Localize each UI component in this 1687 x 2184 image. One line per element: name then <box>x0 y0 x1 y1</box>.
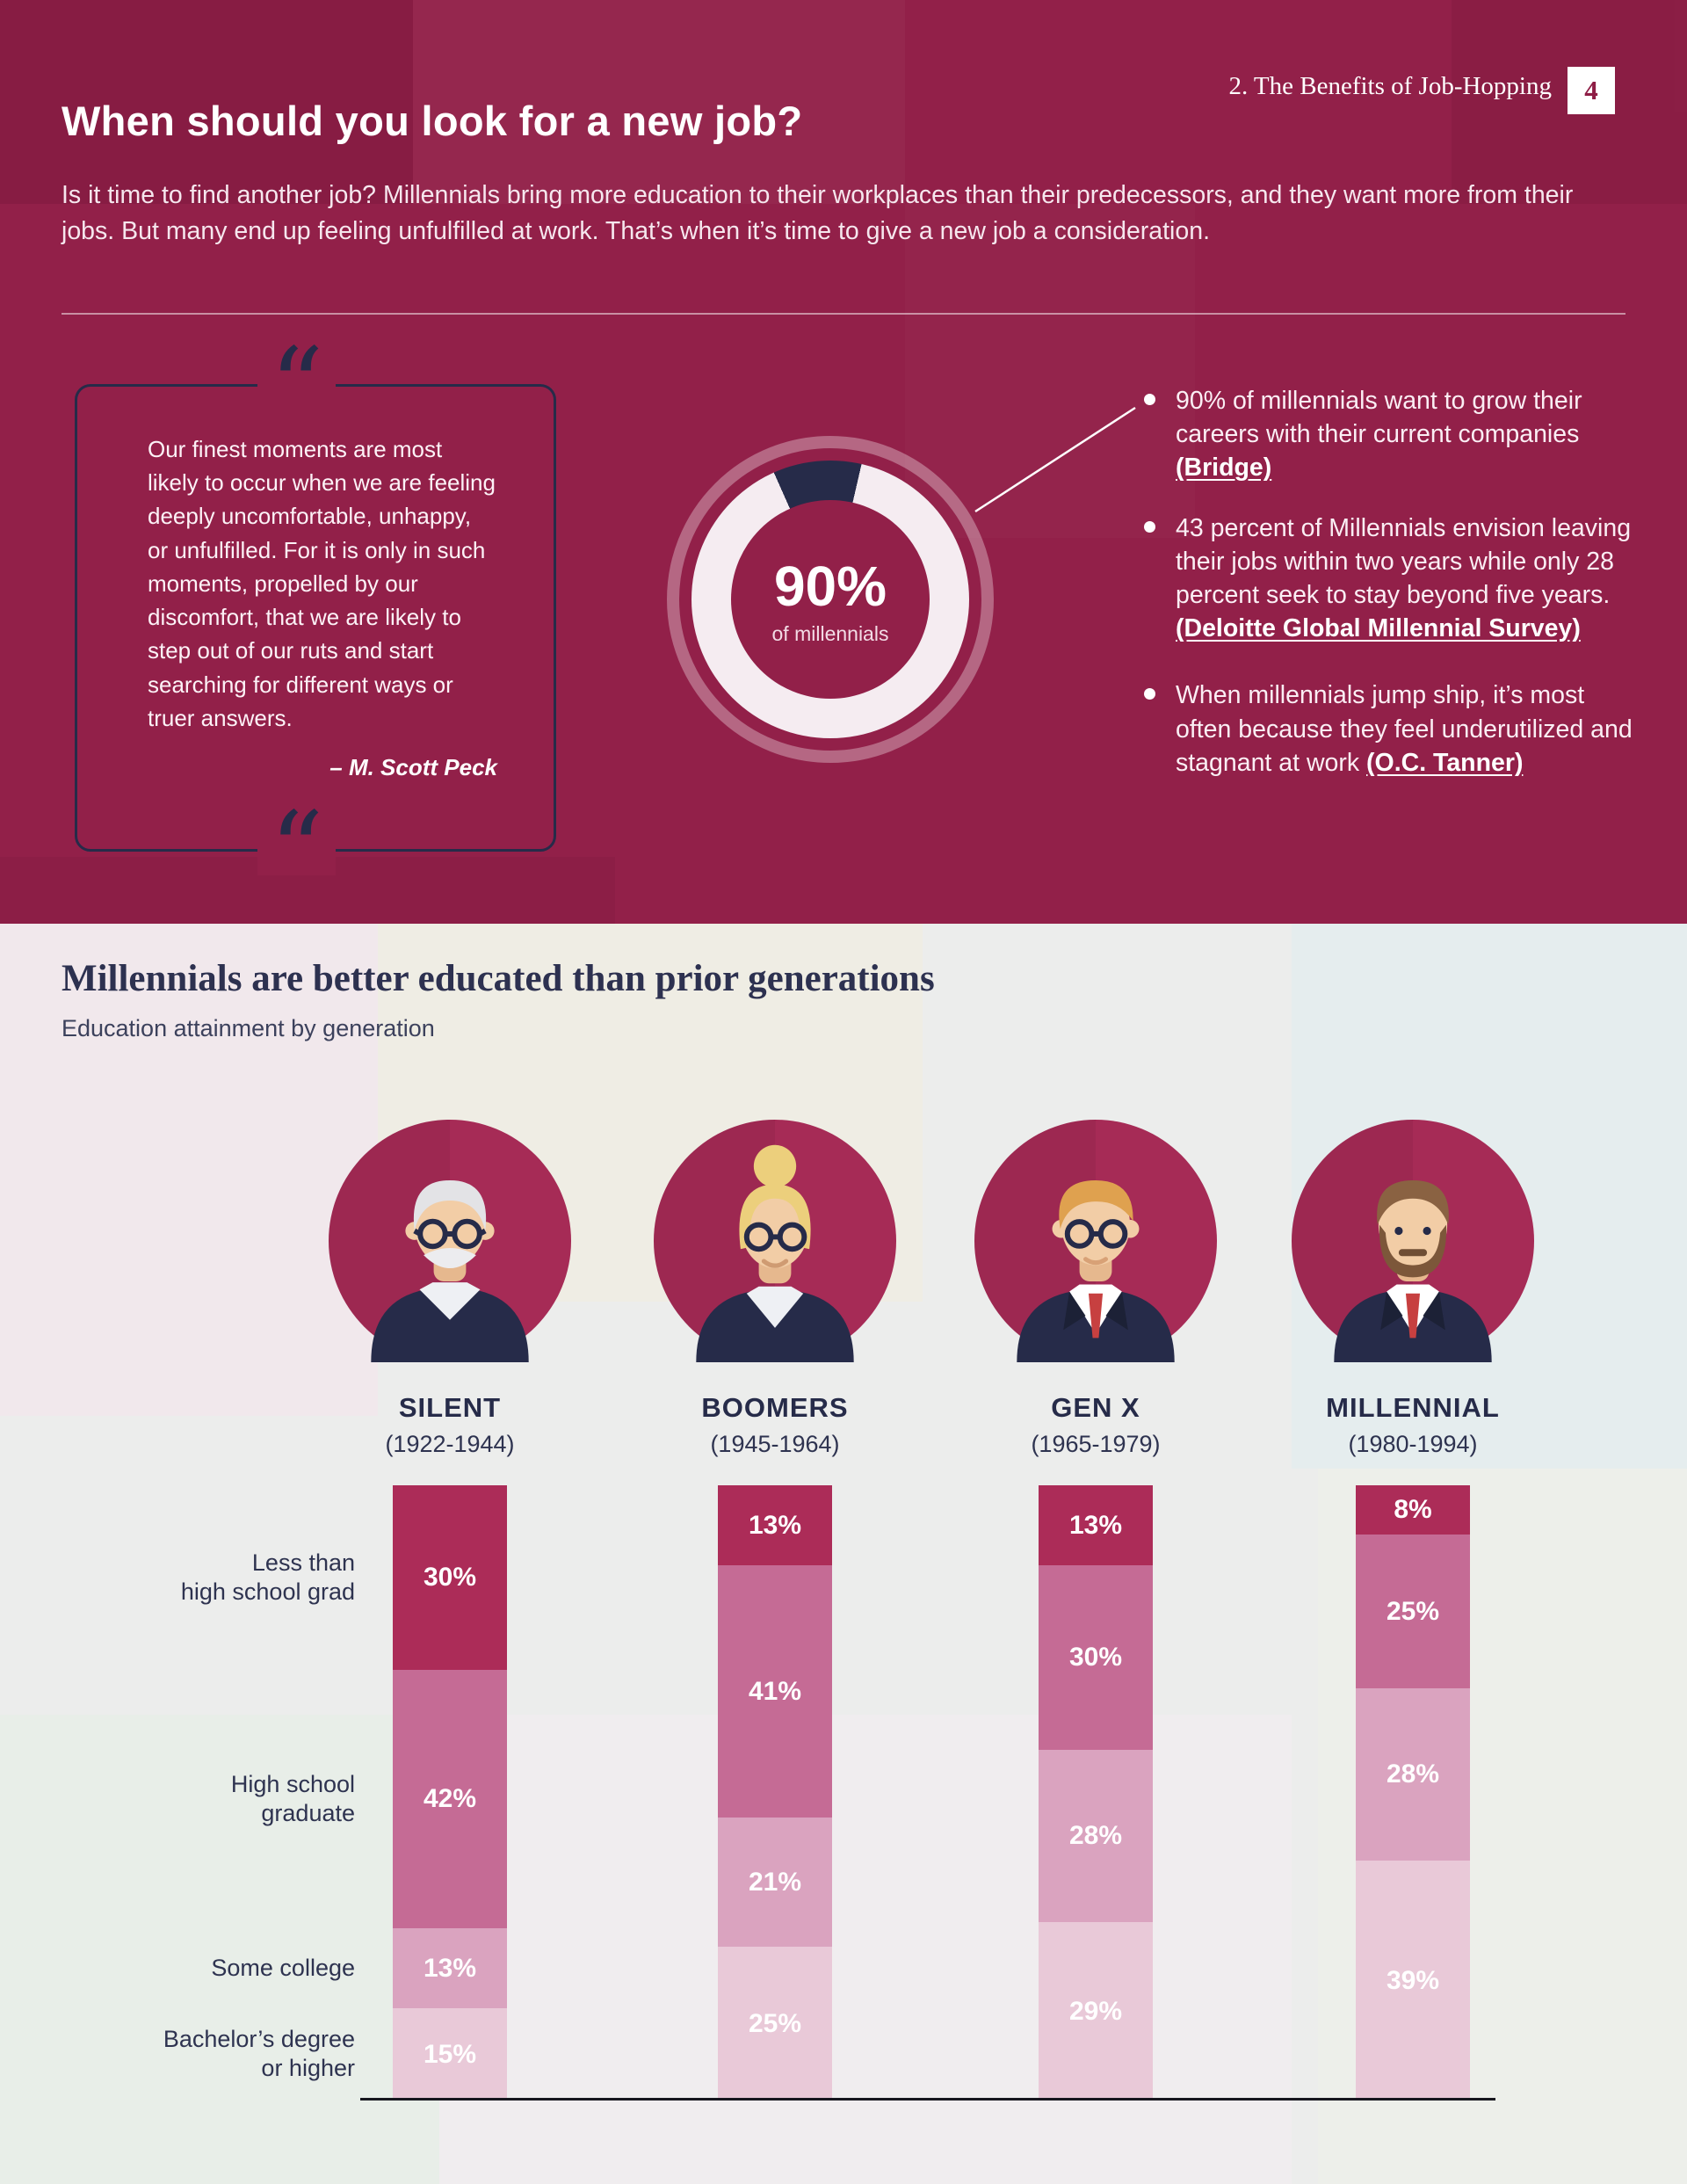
silent-avatar-icon <box>329 1120 571 1362</box>
bar-value-label: 28% <box>1386 1760 1440 1789</box>
bar-value-label: 13% <box>423 1953 477 1983</box>
avatar-genx <box>974 1120 1217 1362</box>
bar-segment: 8% <box>1356 1485 1470 1535</box>
bar-value-label: 30% <box>1068 1643 1123 1672</box>
generation-years: (1980-1994) <box>1348 1431 1478 1457</box>
education-section: Millennials are better educated than pri… <box>0 924 1687 2184</box>
bar-segment: 25% <box>718 1947 832 2101</box>
row-label-line: Less than <box>251 1549 355 1576</box>
stats-bullet-list: 90% of millennials want to grow their ca… <box>1142 384 1636 806</box>
chart-title: Millennials are better educated than pri… <box>62 958 935 999</box>
bullet-link-deloitte[interactable]: (Deloitte Global Millennial Survey) <box>1176 614 1581 643</box>
row-label-line: Some college <box>211 1955 355 1981</box>
row-label-line: graduate <box>261 1800 355 1826</box>
bullet-item: When millennials jump ship, it’s most of… <box>1142 678 1636 780</box>
generation-years: (1965-1979) <box>1031 1431 1161 1457</box>
quote-text: Our finest moments are most likely to oc… <box>148 436 496 731</box>
divider-line <box>62 313 1625 315</box>
quote-attribution: – M. Scott Peck <box>329 754 497 780</box>
genx-avatar-icon <box>974 1120 1217 1362</box>
row-label-hs-grad: High school graduate <box>56 1770 355 1828</box>
generation-years: (1945-1964) <box>710 1431 840 1457</box>
donut-center: 90% of millennials <box>731 500 930 699</box>
bar-value-label: 13% <box>748 1510 802 1540</box>
page-title: When should you look for a new job? <box>62 98 803 144</box>
bar-segment: 39% <box>1356 1861 1470 2101</box>
bar-value-label: 30% <box>423 1563 477 1592</box>
bar-segment: 13% <box>718 1485 832 1565</box>
generation-label: SILENT <box>398 1392 502 1423</box>
bar-value-label: 28% <box>1068 1821 1123 1850</box>
bar-segment: 28% <box>1039 1750 1153 1922</box>
bar-segment: 41% <box>718 1565 832 1818</box>
bullet-text: 43 percent of Millennials envision leavi… <box>1176 513 1632 609</box>
row-label-line: high school grad <box>180 1578 355 1605</box>
donut-sub-label: of millennials <box>771 621 889 645</box>
generation-label: GEN X <box>1051 1392 1140 1423</box>
bullet-item: 90% of millennials want to grow their ca… <box>1142 384 1636 485</box>
avatar-silent <box>329 1120 571 1362</box>
generation-genx: GEN X (1965-1979) <box>955 1120 1236 1458</box>
bar-column-gen-x: 13% 30% 28% 29% <box>1039 1485 1153 2101</box>
boomer-avatar-icon <box>654 1120 896 1362</box>
intro-paragraph: Is it time to find another job? Millenni… <box>62 181 1574 246</box>
bar-segment: 30% <box>393 1485 507 1670</box>
bar-value-label: 15% <box>423 2039 477 2069</box>
chart-baseline <box>360 2098 1495 2101</box>
chapter-label: 2. The Benefits of Job-Hopping <box>1228 72 1552 100</box>
bar-value-label: 13% <box>1068 1510 1123 1540</box>
bars-area: 30% 42% 13% 15% 13% 41% 21% 25% 13% 30% 28% 29% 8% 25… <box>0 924 1687 2184</box>
page-number-badge: 4 <box>1568 67 1615 114</box>
row-label-line: High school <box>230 1771 355 1797</box>
avatar-millennial <box>1292 1120 1534 1362</box>
bar-value-label: 21% <box>748 1867 802 1897</box>
bullet-link-bridge[interactable]: (Bridge) <box>1176 453 1272 483</box>
millennial-avatar-icon <box>1292 1120 1534 1362</box>
generation-silent: SILENT (1922-1944) <box>309 1120 590 1458</box>
bar-value-label: 29% <box>1068 1996 1123 2026</box>
bar-segment: 42% <box>393 1670 507 1928</box>
generation-label: MILLENNIAL <box>1326 1392 1500 1423</box>
avatar-boomers <box>654 1120 896 1362</box>
bar-segment: 21% <box>718 1818 832 1947</box>
generation-boomers: BOOMERS (1945-1964) <box>634 1120 916 1458</box>
bar-value-label: 25% <box>1386 1596 1440 1626</box>
bar-segment: 15% <box>393 2008 507 2101</box>
bar-segment: 13% <box>1039 1485 1153 1565</box>
bar-value-label: 25% <box>748 2008 802 2038</box>
bullet-link-oc-tanner[interactable]: (O.C. Tanner) <box>1366 748 1524 777</box>
bullet-text: 90% of millennials want to grow their ca… <box>1176 387 1582 449</box>
close-quote-icon: “ <box>257 799 337 904</box>
row-label-bachelors: Bachelor’s degree or higher <box>56 2025 355 2083</box>
bullet-item: 43 percent of Millennials envision leavi… <box>1142 512 1636 646</box>
donut-value-label: 90% <box>773 554 887 618</box>
bar-value-label: 39% <box>1386 1965 1440 1995</box>
row-label-some-college: Some college <box>56 1954 355 1983</box>
hero-section: 2. The Benefits of Job-Hopping 4 When sh… <box>0 0 1687 924</box>
bar-column-silent: 30% 42% 13% 15% <box>393 1485 507 2101</box>
bar-column-millennial: 8% 25% 28% 39% <box>1356 1485 1470 2101</box>
bar-value-label: 8% <box>1394 1495 1432 1524</box>
bar-segment: 25% <box>1356 1535 1470 1688</box>
bar-segment: 28% <box>1356 1688 1470 1861</box>
chart-subtitle: Education attainment by generation <box>62 1015 435 1041</box>
bar-value-label: 41% <box>748 1676 802 1706</box>
open-quote-icon: “ <box>257 335 337 440</box>
bar-segment: 29% <box>1039 1922 1153 2101</box>
bar-value-label: 42% <box>423 1784 477 1813</box>
row-label-line: Bachelor’s degree <box>163 2026 355 2052</box>
row-label-less-than-hs: Less than high school grad <box>56 1549 355 1607</box>
generation-label: BOOMERS <box>701 1392 849 1423</box>
generation-millennial: MILLENNIAL (1980-1994) <box>1272 1120 1553 1458</box>
bullet-text: When millennials jump ship, it’s most of… <box>1176 681 1633 777</box>
bar-column-boomers: 13% 41% 21% 25% <box>718 1485 832 2101</box>
quote-box: “ Our finest moments are most likely to … <box>75 335 556 904</box>
generation-years: (1922-1944) <box>385 1431 515 1457</box>
bar-segment: 13% <box>393 1928 507 2008</box>
row-label-line: or higher <box>261 2055 355 2081</box>
bar-segment: 30% <box>1039 1565 1153 1750</box>
